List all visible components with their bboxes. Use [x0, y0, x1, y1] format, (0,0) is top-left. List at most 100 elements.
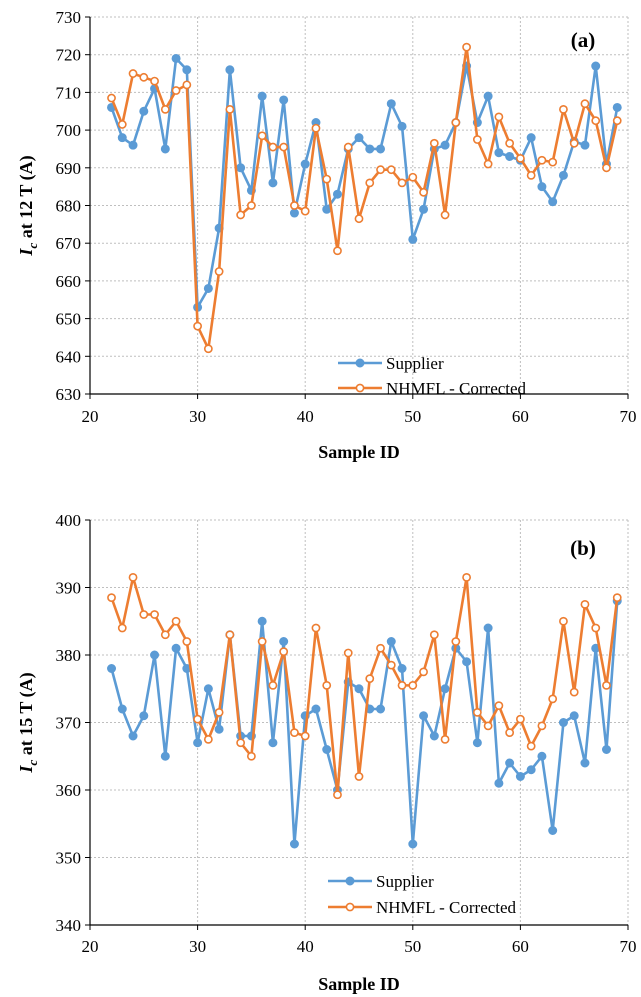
data-point-nhmfl-corrected	[268, 680, 278, 690]
data-point-nhmfl-corrected	[311, 623, 321, 633]
x-tick-label: 60	[512, 937, 529, 956]
data-point-supplier	[601, 745, 611, 754]
data-point-nhmfl-corrected	[580, 599, 590, 609]
data-point-supplier	[322, 745, 332, 754]
panel-label: (a)	[571, 28, 596, 52]
data-point-supplier	[548, 826, 558, 835]
y-axis-title-symbol: I	[16, 248, 36, 257]
data-point-supplier	[440, 140, 450, 150]
y-tick-label: 360	[56, 781, 82, 800]
data-point-supplier	[569, 711, 579, 721]
data-point-supplier	[289, 208, 299, 218]
data-point-supplier	[397, 121, 407, 131]
y-tick-label: 690	[56, 159, 82, 178]
data-point-supplier	[386, 637, 396, 646]
data-point-supplier	[139, 711, 149, 721]
data-point-nhmfl-corrected	[569, 687, 579, 697]
data-point-nhmfl-corrected	[150, 610, 159, 619]
x-axis-title: Sample ID	[318, 442, 400, 462]
legend-label-supplier: Supplier	[386, 354, 444, 373]
y-tick-label: 640	[56, 347, 82, 366]
data-point-supplier	[472, 738, 482, 748]
data-point-nhmfl-corrected	[236, 210, 246, 220]
y-axis-title-rest: at 15 T (A)	[16, 672, 37, 759]
data-point-nhmfl-corrected	[548, 157, 558, 167]
data-point-supplier	[279, 637, 289, 646]
data-point-nhmfl-corrected	[526, 741, 536, 751]
data-point-nhmfl-corrected	[171, 86, 181, 95]
data-point-nhmfl-corrected	[203, 734, 213, 744]
data-point-nhmfl-corrected	[182, 80, 192, 90]
x-tick-label: 70	[620, 937, 637, 956]
data-point-nhmfl-corrected	[300, 731, 310, 741]
data-point-supplier	[354, 684, 364, 694]
data-point-supplier	[537, 751, 547, 761]
legend-label-supplier: Supplier	[376, 872, 434, 891]
data-point-nhmfl-corrected	[537, 155, 547, 165]
data-point-nhmfl-corrected	[160, 630, 170, 640]
y-tick-label: 390	[56, 579, 82, 598]
data-point-supplier	[332, 189, 342, 199]
data-point-supplier	[257, 91, 267, 101]
data-point-nhmfl-corrected	[591, 116, 601, 126]
data-point-nhmfl-corrected	[365, 674, 375, 684]
y-axis-title-subscript: c	[25, 243, 40, 249]
data-point-nhmfl-corrected	[300, 206, 310, 216]
data-point-nhmfl-corrected	[408, 172, 418, 182]
data-point-nhmfl-corrected	[160, 104, 170, 114]
data-point-supplier	[203, 283, 213, 293]
data-point-nhmfl-corrected	[139, 72, 149, 82]
data-point-nhmfl-corrected	[290, 728, 299, 738]
y-tick-label: 660	[56, 272, 82, 291]
x-tick-label: 50	[404, 407, 421, 426]
data-point-nhmfl-corrected	[386, 660, 396, 670]
data-point-nhmfl-corrected	[139, 610, 149, 619]
data-point-supplier	[580, 140, 590, 150]
data-point-nhmfl-corrected	[290, 201, 299, 210]
data-point-supplier	[160, 144, 170, 154]
data-point-nhmfl-corrected	[612, 593, 622, 603]
data-point-nhmfl-corrected	[440, 734, 450, 744]
data-point-nhmfl-corrected	[376, 165, 385, 175]
y-axis-title-subscript: c	[25, 760, 40, 766]
data-point-nhmfl-corrected	[440, 210, 450, 220]
data-point-supplier	[548, 197, 558, 207]
data-point-nhmfl-corrected	[246, 751, 256, 761]
data-point-nhmfl-corrected	[354, 772, 364, 781]
data-point-nhmfl-corrected	[408, 680, 418, 690]
legend-label-nhmfl-corrected: NHMFL - Corrected	[376, 898, 517, 917]
data-point-nhmfl-corrected	[365, 178, 375, 188]
data-point-nhmfl-corrected	[516, 714, 525, 724]
data-point-nhmfl-corrected	[451, 118, 461, 127]
data-point-nhmfl-corrected	[429, 630, 439, 640]
data-point-supplier	[365, 144, 375, 154]
data-point-nhmfl-corrected	[268, 142, 278, 152]
y-tick-label: 350	[56, 849, 82, 868]
data-point-nhmfl-corrected	[214, 267, 224, 276]
data-point-nhmfl-corrected	[182, 637, 192, 646]
data-point-supplier	[214, 724, 224, 734]
data-point-nhmfl-corrected	[602, 163, 611, 173]
data-point-nhmfl-corrected	[107, 93, 116, 103]
data-point-supplier	[128, 731, 138, 741]
chart-panel-a: 630 640 650 660 670 680 690 700 710 720 730 20 30 40 5…	[16, 8, 637, 462]
data-point-supplier	[171, 643, 181, 653]
data-point-nhmfl-corrected	[117, 120, 127, 129]
data-point-nhmfl-corrected	[397, 178, 407, 188]
data-point-nhmfl-corrected	[494, 112, 504, 122]
data-point-supplier	[515, 772, 525, 781]
data-point-supplier	[429, 731, 439, 741]
data-point-supplier	[279, 95, 289, 105]
data-point-supplier	[483, 623, 493, 633]
data-point-nhmfl-corrected	[462, 42, 471, 52]
data-point-nhmfl-corrected	[225, 630, 235, 640]
x-tick-label: 40	[297, 407, 314, 426]
data-point-nhmfl-corrected	[429, 138, 439, 148]
data-point-nhmfl-corrected	[214, 707, 224, 717]
data-point-nhmfl-corrected	[343, 648, 353, 658]
data-point-nhmfl-corrected	[193, 714, 202, 724]
data-point-nhmfl-corrected	[128, 69, 138, 78]
x-tick-label: 20	[82, 407, 99, 426]
panel-label: (b)	[570, 536, 596, 560]
